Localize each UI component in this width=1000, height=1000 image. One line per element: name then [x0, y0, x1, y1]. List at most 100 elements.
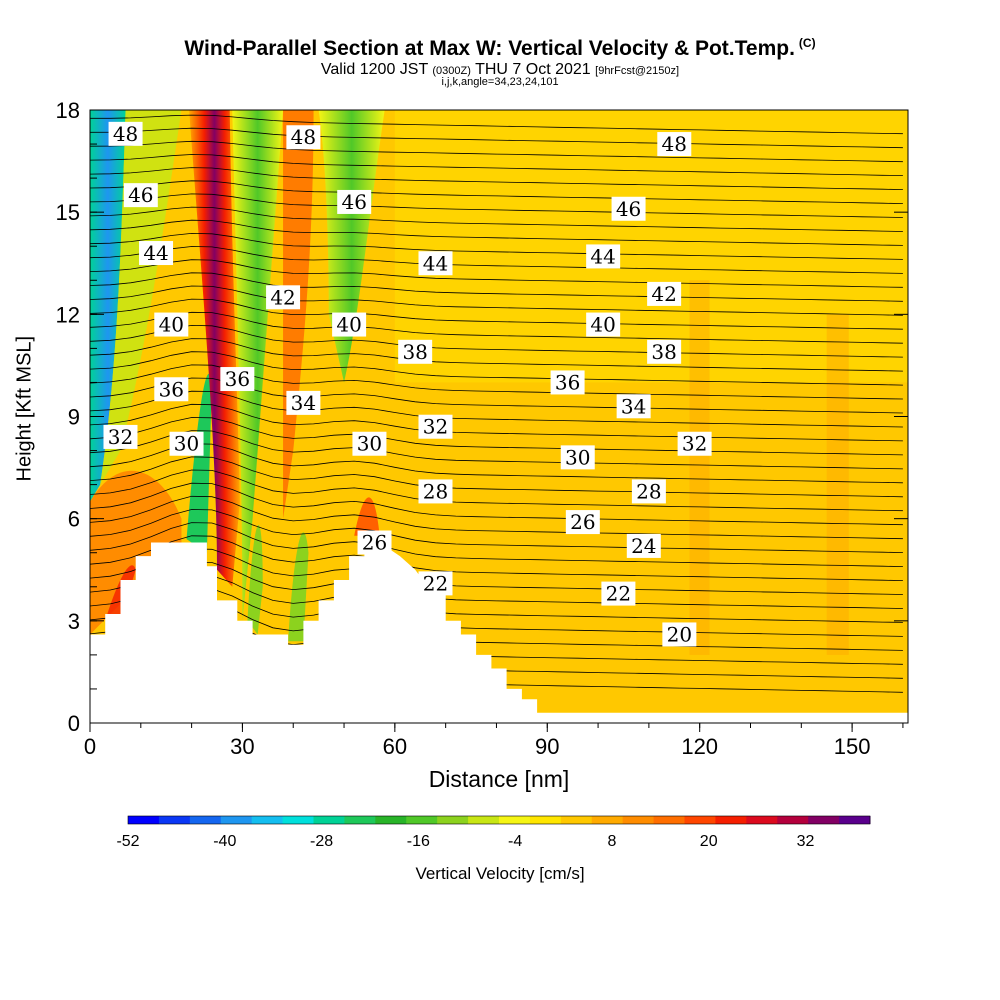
chart-subtitle: Valid 1200 JST (0300Z) THU 7 Oct 2021 [9… — [0, 61, 1000, 79]
forecast-info: [9hrFcst@2150z] — [595, 65, 680, 77]
contour-label-box — [123, 183, 158, 208]
contour-label: 26 — [570, 510, 595, 534]
field-band-yellowgreen — [100, 110, 182, 485]
contour-label-box — [220, 367, 255, 392]
contour-label: 34 — [621, 394, 646, 418]
contour-label-box — [550, 370, 585, 395]
colorbar-tick-label: -28 — [310, 833, 333, 850]
theta-contour-line — [90, 324, 903, 358]
theta-contour-line — [90, 574, 903, 623]
colorbar-tick-label: 20 — [700, 833, 718, 850]
contour-label: 30 — [357, 432, 382, 456]
y-tick-label: 6 — [68, 507, 80, 532]
colorbar-tick-label: -16 — [407, 833, 430, 850]
field-updraft-red — [189, 110, 240, 587]
colorbar-swatch — [715, 816, 747, 824]
contour-label-box — [286, 125, 321, 150]
colorbar-frame — [127, 815, 871, 825]
contour-label: 36 — [225, 367, 250, 391]
utc-time: (0300Z) — [432, 65, 471, 77]
colorbar-swatch — [468, 816, 500, 824]
theta-contour-line — [90, 351, 903, 386]
contour-label-box — [352, 431, 387, 456]
colorbar-tick-label: -4 — [508, 833, 522, 850]
contour-label-box — [616, 394, 651, 419]
contour-label: 36 — [555, 370, 580, 394]
theta-contour-line — [90, 430, 903, 470]
colorbar-swatch — [158, 816, 191, 824]
theta-contour-line — [90, 509, 903, 553]
y-tick-label: 3 — [68, 609, 80, 634]
theta-contour-line — [90, 482, 903, 526]
colorbar-swatch — [591, 816, 624, 824]
theta-contour-line — [90, 443, 903, 484]
contour-label: 22 — [423, 571, 448, 595]
theta-contour-line — [90, 154, 903, 176]
colorbar-swatch — [406, 816, 438, 824]
colorbar-swatch — [653, 816, 685, 824]
field-streak — [826, 314, 849, 655]
contour-label-box — [626, 533, 661, 558]
contour-label-box — [647, 281, 682, 306]
contour-label-box — [418, 251, 453, 276]
chart-title: Wind-Parallel Section at Max W: Vertical… — [0, 36, 1000, 61]
colorbar: -52 -40 -28 -16 -4 8 20 32 — [116, 815, 871, 850]
contour-label: 24 — [631, 534, 656, 558]
theta-contour-line — [90, 219, 903, 246]
colorbar-swatch — [684, 816, 716, 824]
colorbar-swatch — [839, 816, 871, 824]
contour-label: 38 — [402, 340, 427, 364]
x-tick-label: 120 — [681, 734, 718, 759]
terrain — [90, 542, 908, 723]
contour-label-box — [286, 390, 321, 415]
contour-label-box — [657, 132, 692, 157]
colorbar-swatch — [808, 816, 840, 824]
colorbar-swatch — [251, 816, 284, 824]
y-tick-label: 0 — [68, 711, 80, 736]
contour-label: 44 — [590, 244, 615, 268]
contour-label-box — [418, 414, 453, 439]
contour-label: 22 — [606, 582, 631, 606]
contour-label-box — [418, 571, 453, 596]
contour-label-box — [266, 285, 301, 310]
field-band-green-low — [186, 373, 212, 553]
colorbar-swatch — [499, 816, 531, 824]
contour-label: 36 — [159, 377, 184, 401]
colorbar-tick-label: 8 — [607, 833, 616, 850]
contour-label-box — [103, 424, 138, 449]
field-band-green-mid — [232, 110, 284, 621]
theta-contour-line — [90, 285, 903, 316]
contour-label: 30 — [174, 432, 199, 456]
velocity-field — [90, 110, 908, 723]
contour-label-box — [418, 479, 453, 504]
contour-label: 30 — [565, 445, 590, 469]
grid-indices: i,j,k,angle=34,23,24,101 — [441, 76, 559, 88]
contour-label-box — [565, 510, 600, 535]
chart-title-text: Wind-Parallel Section at Max W: Vertical… — [184, 37, 795, 60]
theta-contour-line — [90, 587, 903, 637]
contour-label: 28 — [423, 479, 448, 503]
theta-contour-line — [90, 206, 903, 232]
colorbar-swatch — [128, 816, 160, 824]
colorbar-tick-label: 32 — [797, 833, 815, 850]
contour-label: 32 — [423, 415, 448, 439]
contour-label-box — [601, 581, 636, 606]
x-tick-label: 60 — [383, 734, 407, 759]
contour-label-box — [332, 312, 367, 337]
x-tick-label: 150 — [834, 734, 871, 759]
theta-contour-line — [90, 127, 903, 149]
theta-contour-line — [90, 390, 903, 428]
contour-label: 40 — [159, 313, 184, 337]
colorbar-swatch — [375, 816, 407, 824]
colorbar-swatch — [437, 816, 469, 824]
theta-contour-line — [90, 338, 903, 372]
contour-label: 38 — [651, 340, 676, 364]
contour-label-box — [677, 431, 712, 456]
contour-label: 44 — [143, 241, 168, 265]
colorbar-tick-label: -52 — [116, 833, 139, 850]
theta-contour-line — [90, 180, 903, 204]
theta-contour-line — [90, 522, 903, 567]
